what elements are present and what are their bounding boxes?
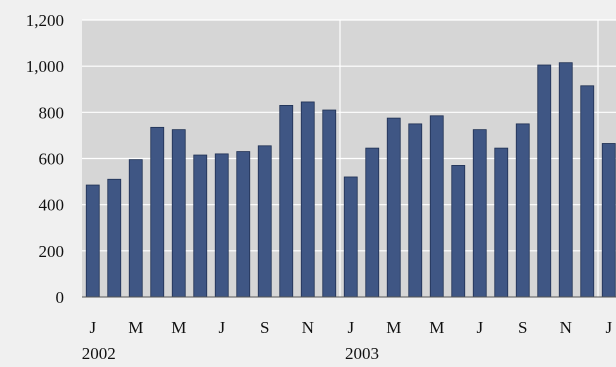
x-axis-ticks: JMMJSNJMMJSNJMM200220032004 xyxy=(82,318,613,363)
bar xyxy=(429,115,444,298)
year-label: 2002 xyxy=(82,344,116,363)
y-tick-label: 800 xyxy=(39,103,65,122)
bar xyxy=(150,126,165,298)
x-tick-label: M xyxy=(128,318,143,337)
x-tick-label: N xyxy=(302,318,314,337)
x-tick-label: M xyxy=(171,318,186,337)
bar xyxy=(128,159,143,298)
bar xyxy=(322,109,337,298)
x-tick-label: M xyxy=(429,318,444,337)
year-label: 2003 xyxy=(345,344,379,363)
bar xyxy=(279,105,294,298)
bar xyxy=(472,129,487,298)
bar xyxy=(365,147,380,298)
bar xyxy=(214,153,229,298)
bar xyxy=(601,143,616,298)
bar xyxy=(193,154,208,298)
bar xyxy=(236,151,251,298)
bar xyxy=(171,129,186,298)
x-tick-label: J xyxy=(89,318,96,337)
bar xyxy=(580,85,595,298)
y-tick-label: 0 xyxy=(56,288,65,307)
bar xyxy=(343,176,358,298)
bar xyxy=(257,145,272,298)
bar xyxy=(494,147,509,298)
y-tick-label: 600 xyxy=(39,150,65,169)
bar xyxy=(300,101,315,298)
x-tick-label: S xyxy=(518,318,527,337)
x-tick-label: S xyxy=(260,318,269,337)
x-tick-label: J xyxy=(218,318,225,337)
y-axis-ticks: 0 200 400 600 800 1,000 1,200 xyxy=(26,11,64,307)
y-tick-label: 1,000 xyxy=(26,57,64,76)
x-tick-label: M xyxy=(386,318,401,337)
y-tick-label: 200 xyxy=(39,242,65,261)
bar xyxy=(107,178,122,298)
x-tick-label: J xyxy=(347,318,354,337)
x-tick-label: J xyxy=(476,318,483,337)
x-tick-label: J xyxy=(605,318,612,337)
bar xyxy=(515,123,530,298)
bar xyxy=(558,62,573,298)
y-tick-label: 400 xyxy=(39,196,65,215)
y-tick-label: 1,200 xyxy=(26,11,64,30)
bar xyxy=(451,165,466,298)
bar xyxy=(386,117,401,298)
bar xyxy=(408,123,423,298)
bar xyxy=(537,64,552,298)
x-tick-label: N xyxy=(560,318,572,337)
bar xyxy=(85,184,100,298)
